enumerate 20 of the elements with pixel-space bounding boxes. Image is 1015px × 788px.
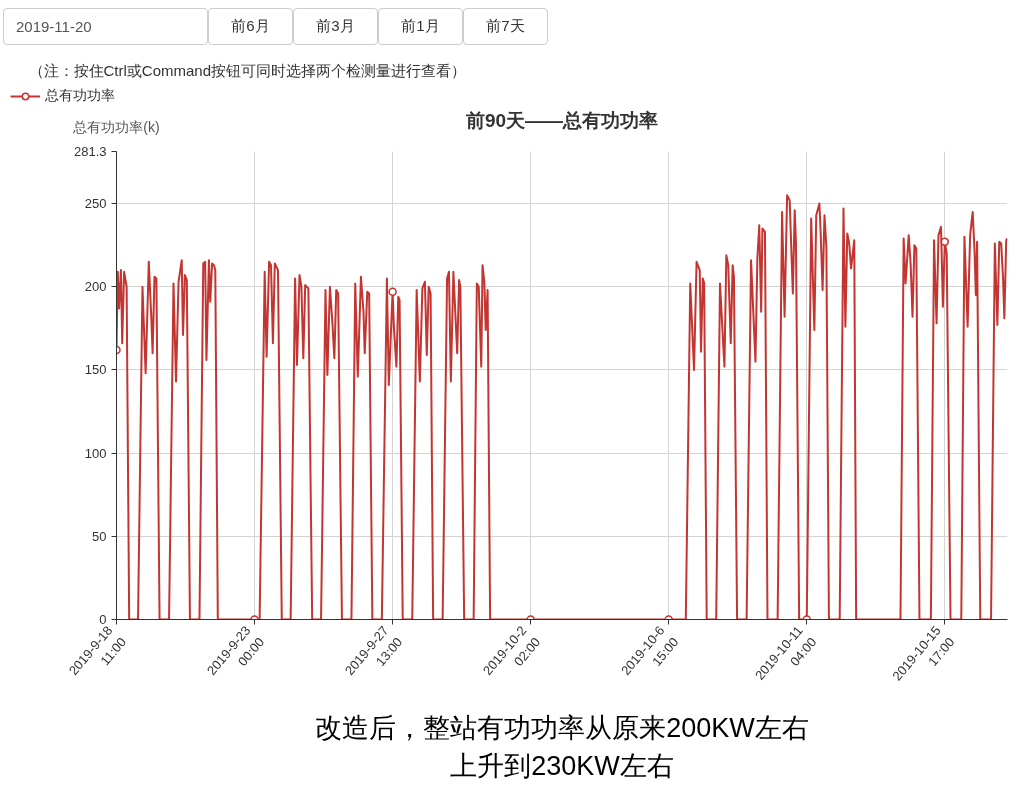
text: 前7天 xyxy=(463,8,548,45)
y-axis-title: 总有功功率(k) xyxy=(72,118,160,135)
chart-title: 前90天——总有功功率 xyxy=(464,110,659,131)
point xyxy=(388,287,397,296)
text: 2019-11-20 xyxy=(3,8,208,45)
y-tick-label: 250 xyxy=(84,196,107,212)
y-tick-label: 50 xyxy=(92,528,107,544)
point xyxy=(940,237,950,247)
y-tick-label: 150 xyxy=(84,362,107,378)
text: 前6月 xyxy=(208,8,293,45)
y-tick-label: 200 xyxy=(84,279,107,295)
y-tick-label: 281.3 xyxy=(73,144,107,159)
legend-label: 总有功功率 xyxy=(45,87,115,105)
text: 前3月 xyxy=(293,8,378,45)
text: 改造后，整站有功功率从原来200KW左右 xyxy=(315,712,809,743)
y-tick-label: 100 xyxy=(84,445,107,461)
text: 上升到230KW左右 xyxy=(450,750,674,781)
y-tick-label: 0 xyxy=(99,612,107,627)
text: （注：按住Ctrl或Command按钮可同时选择两个检测量进行查看） xyxy=(28,62,467,79)
text: 前1月 xyxy=(378,8,463,45)
